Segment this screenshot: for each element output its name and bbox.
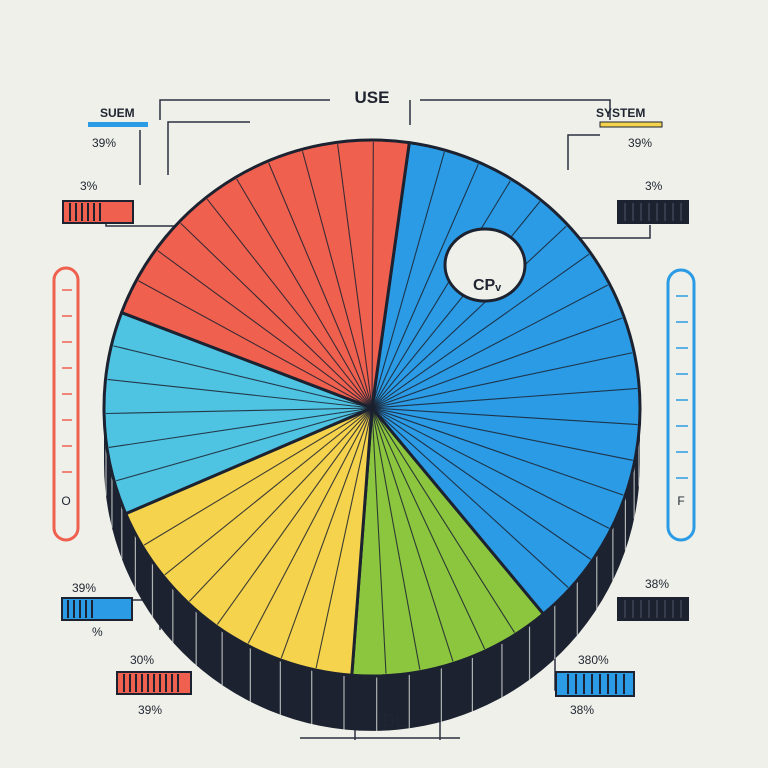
connector-top-left xyxy=(159,99,330,120)
pie-slice-streak xyxy=(371,407,592,560)
pie-slice-streak xyxy=(236,178,373,409)
pie-slice-streak xyxy=(371,407,387,674)
pie-slice-streak xyxy=(216,407,373,625)
pie-slice-streak xyxy=(106,407,373,415)
pie-slice-streak xyxy=(371,407,421,670)
pie-slice-red xyxy=(120,138,411,410)
legend-bottom-left-swatch xyxy=(116,671,192,695)
legend-top-left-value: 39% xyxy=(92,136,116,150)
pie-slice-streak xyxy=(180,222,373,409)
pie-slice-streak xyxy=(371,180,511,409)
legend-mid-right-swatch xyxy=(617,200,689,224)
pie-streaks xyxy=(106,142,638,674)
legend-top-right-label: SYSTEM xyxy=(596,106,645,120)
pie-slice-streak xyxy=(371,151,445,409)
legend-bottom-right-value: 380% xyxy=(578,653,609,667)
legend-bottom-left-value: 30% xyxy=(130,653,154,667)
legend-top-right-value: 39% xyxy=(628,136,652,150)
legend-lower-left-sub: % xyxy=(92,625,103,639)
pie-slice-blue xyxy=(370,141,642,616)
center-label: CPᵥ xyxy=(473,277,501,294)
right-gauge-label: F xyxy=(677,494,684,508)
legend-mid-right-value: 3% xyxy=(645,179,663,193)
pie-slice-streak xyxy=(371,407,610,529)
legend-bottom-left-sub: 39% xyxy=(138,703,162,717)
pie-slice-streak xyxy=(371,284,609,409)
pie-slice-green xyxy=(350,406,545,678)
pie-slice-streak xyxy=(371,352,633,409)
pie-slice-cyan xyxy=(102,311,374,516)
bottom-label: IDL xyxy=(378,711,407,731)
connector-top-right xyxy=(420,99,611,120)
cpu-center-badge: CPᵥ xyxy=(443,227,527,303)
pie-slice-streak xyxy=(371,407,486,650)
pie-slice-streak xyxy=(108,407,373,449)
pie-slice-streak xyxy=(371,142,374,409)
pie-slice-streak xyxy=(268,162,373,409)
pie-slice-streak xyxy=(371,163,479,409)
connector-use-left xyxy=(167,121,250,175)
legend-lower-right-value: 38% xyxy=(645,577,669,591)
legend-bottom-right-swatch xyxy=(555,671,635,697)
legend-mid-left-value: 3% xyxy=(80,179,98,193)
connector-right-bar xyxy=(580,225,651,239)
pie-slice-yellow xyxy=(124,406,374,677)
pie-slice-streak xyxy=(371,387,638,409)
pie-slice-streak xyxy=(371,407,516,633)
pie-slice-streak xyxy=(371,225,567,409)
pie-slice-streak xyxy=(115,407,373,482)
chart-title: USE xyxy=(355,88,390,107)
legend-bottom-right-sub: 38% xyxy=(570,703,594,717)
pie-slice-streak xyxy=(138,280,373,409)
legend-top-left-label: SUEM xyxy=(100,106,135,120)
pie-slice-streak xyxy=(188,407,373,602)
pie-slice-streak xyxy=(113,345,373,409)
left-gauge: O xyxy=(52,266,80,542)
legend-lower-right-swatch xyxy=(617,597,689,621)
pie-slice-streak xyxy=(164,407,373,576)
pie-slice-streak xyxy=(371,407,638,426)
legend-lower-left-value: 39% xyxy=(72,581,96,595)
pie-slices xyxy=(102,138,642,678)
legend-top-right-bar xyxy=(599,121,663,128)
pie-slice-streak xyxy=(107,378,373,409)
pie-slice-streak xyxy=(371,407,454,662)
pie-slice-streak xyxy=(371,407,633,461)
pie-slice-streak xyxy=(157,250,373,409)
left-gauge-label: O xyxy=(61,494,70,508)
pie-slice-streak xyxy=(143,407,373,546)
pie-side-wall xyxy=(104,408,640,731)
pie-slice-streak xyxy=(371,407,624,496)
pie-slice-streak xyxy=(280,407,373,659)
pie-slice-streak xyxy=(337,144,373,409)
legend-mid-left-swatch xyxy=(62,200,134,224)
pie-slice-streak xyxy=(371,407,569,588)
legend-top-left-bar xyxy=(88,122,148,127)
pie-slice-streak xyxy=(371,201,541,409)
right-gauge: F xyxy=(666,268,696,542)
connector-right-upper xyxy=(567,134,600,170)
pie-slice-streak xyxy=(371,317,623,409)
pie-slice-streak xyxy=(206,198,373,409)
pie-slice-streak xyxy=(315,407,373,669)
pie-slice-streak xyxy=(301,151,373,409)
pie-slice-streak xyxy=(247,407,373,644)
legend-lower-left-swatch xyxy=(61,597,133,621)
pie-side-band xyxy=(104,408,640,731)
pie-slice-streak xyxy=(371,253,590,409)
